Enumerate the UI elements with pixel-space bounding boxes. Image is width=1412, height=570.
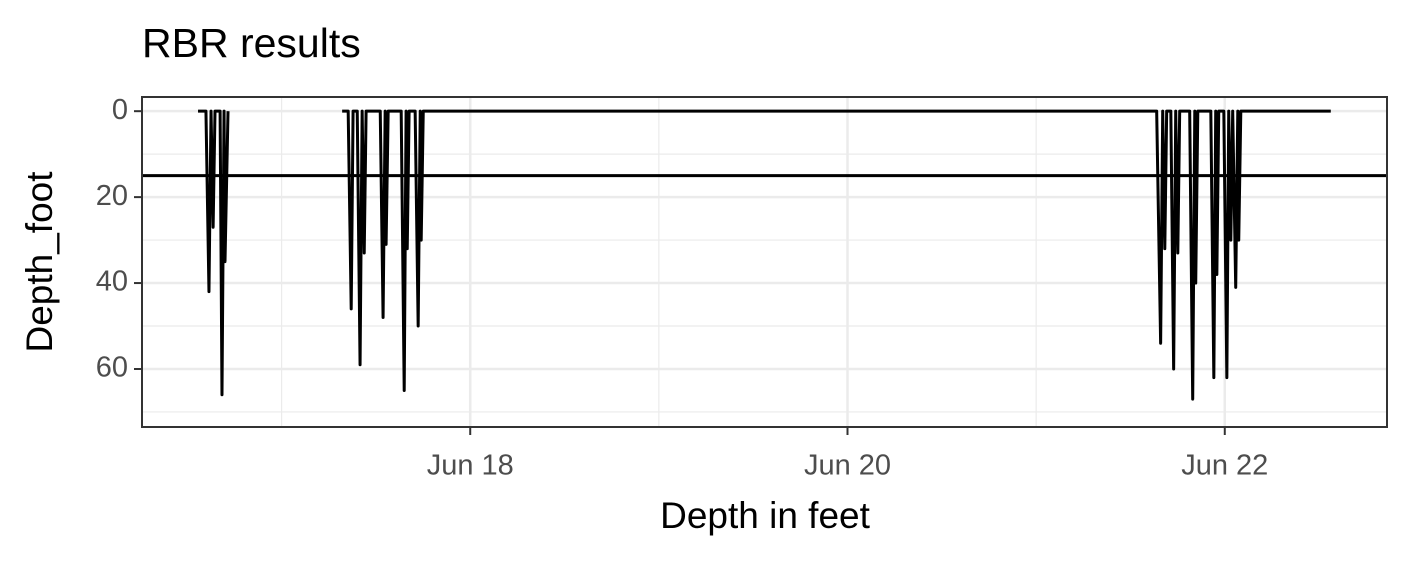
y-tick-label: 60 — [96, 352, 128, 384]
x-tick-label: Jun 18 — [427, 450, 514, 482]
x-tick-label: Jun 20 — [804, 450, 891, 482]
y-axis-label: Depth_foot — [19, 171, 60, 353]
y-tick-label: 40 — [96, 266, 128, 298]
plot-border — [141, 96, 1388, 428]
chart-title: RBR results — [142, 20, 361, 66]
x-axis-label: Depth in feet — [660, 495, 871, 536]
y-tick-label: 0 — [112, 94, 128, 126]
data-line — [198, 109, 1331, 401]
y-tick-label: 20 — [96, 180, 128, 212]
x-tick-label: Jun 22 — [1181, 450, 1268, 482]
